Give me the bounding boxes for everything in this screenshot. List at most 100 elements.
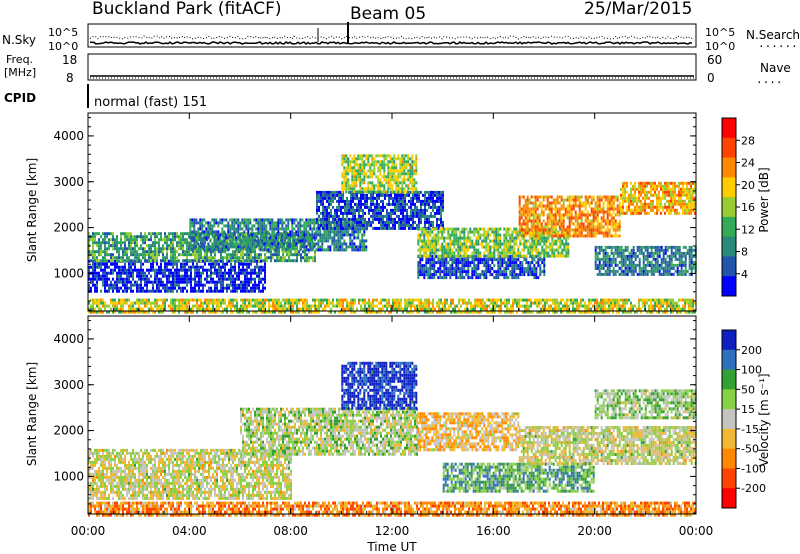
- power-cell: [116, 235, 118, 239]
- power-cell: [612, 201, 615, 205]
- power-cell: [376, 217, 378, 221]
- power-cell: [383, 169, 386, 173]
- power-cell: [249, 242, 252, 246]
- power-cell: [333, 248, 336, 252]
- power-cell: [431, 261, 434, 265]
- power-cell: [397, 178, 400, 182]
- power-cell: [353, 169, 356, 173]
- power-cell: [172, 244, 174, 248]
- power-cell: [475, 255, 478, 259]
- power-cell: [307, 224, 310, 228]
- power-cell: [383, 160, 386, 164]
- power-cell: [567, 245, 570, 249]
- power-cell: [318, 190, 320, 194]
- power-cell: [473, 251, 476, 255]
- power-cell: [211, 233, 214, 237]
- power-cell: [355, 157, 358, 161]
- power-cell: [525, 239, 528, 243]
- power-cell: [136, 244, 138, 248]
- power-cell: [190, 280, 192, 284]
- power-cell: [409, 178, 412, 182]
- power-cell: [410, 205, 412, 209]
- power-cell: [102, 238, 104, 242]
- power-cell: [251, 239, 254, 243]
- power-cell: [217, 242, 220, 246]
- power-cell: [124, 250, 126, 254]
- power-cell: [532, 231, 535, 235]
- power-cell: [403, 187, 406, 191]
- power-cell: [158, 232, 160, 236]
- power-cell: [507, 261, 510, 265]
- power-cell: [351, 242, 354, 246]
- power-cell: [565, 245, 568, 249]
- power-cell: [203, 236, 206, 240]
- power-cell: [327, 239, 330, 243]
- power-cell: [439, 230, 442, 234]
- power-cell: [261, 230, 264, 234]
- power-cell: [152, 241, 154, 245]
- power-cell: [236, 259, 238, 263]
- power-cell: [340, 205, 342, 209]
- power-cell: [168, 262, 170, 266]
- power-cell: [268, 244, 270, 248]
- power-cell: [493, 251, 496, 255]
- power-cell: [142, 253, 144, 257]
- power-cell: [443, 276, 446, 280]
- power-cell: [610, 195, 613, 199]
- power-cell: [429, 258, 432, 262]
- power-cell: [539, 270, 542, 274]
- power-cell: [400, 211, 402, 215]
- power-cell: [264, 277, 266, 281]
- power-cell: [429, 227, 432, 231]
- power-cell: [238, 274, 240, 278]
- power-cell: [364, 226, 366, 230]
- power-cell: [258, 268, 260, 272]
- power-cell: [457, 254, 460, 258]
- power-cell: [544, 207, 547, 211]
- power-cell: [343, 239, 346, 243]
- power-cell: [543, 236, 546, 240]
- power-cell: [176, 256, 178, 260]
- power-cell: [547, 239, 550, 243]
- power-cell: [88, 256, 90, 260]
- power-cell: [347, 245, 350, 249]
- power-cell: [301, 230, 304, 234]
- power-cell: [356, 196, 358, 200]
- power-cell: [602, 213, 605, 217]
- power-cell: [220, 268, 222, 272]
- power-cell: [359, 242, 362, 246]
- power-cell: [430, 199, 432, 203]
- power-cell: [299, 221, 302, 225]
- power-cell: [289, 218, 292, 222]
- power-cell: [341, 233, 344, 237]
- power-cell: [543, 239, 546, 243]
- power-cell: [130, 289, 132, 293]
- power-cell: [184, 286, 186, 290]
- power-cell: [428, 190, 430, 194]
- power-cell: [154, 280, 156, 284]
- power-cell: [598, 201, 601, 205]
- power-cell: [382, 208, 384, 212]
- power-cell: [529, 270, 532, 274]
- power-cell: [341, 175, 344, 179]
- power-cell: [532, 216, 535, 220]
- power-cell: [440, 214, 442, 218]
- power-cell: [610, 225, 613, 229]
- power-cell: [186, 289, 188, 293]
- power-cell: [220, 256, 222, 260]
- power-cell: [104, 256, 106, 260]
- power-cell: [555, 242, 558, 246]
- power-cell: [433, 276, 436, 280]
- power-cell: [553, 251, 556, 255]
- power-cell: [186, 268, 188, 272]
- power-cell: [228, 274, 230, 278]
- power-cell: [231, 245, 234, 249]
- power-cell: [158, 268, 160, 272]
- power-cell: [536, 207, 539, 211]
- power-cell: [349, 242, 352, 246]
- power-cell: [201, 224, 204, 228]
- power-cell: [453, 239, 456, 243]
- power-cell: [279, 227, 282, 231]
- power-cell: [132, 235, 134, 239]
- power-cell: [535, 248, 538, 252]
